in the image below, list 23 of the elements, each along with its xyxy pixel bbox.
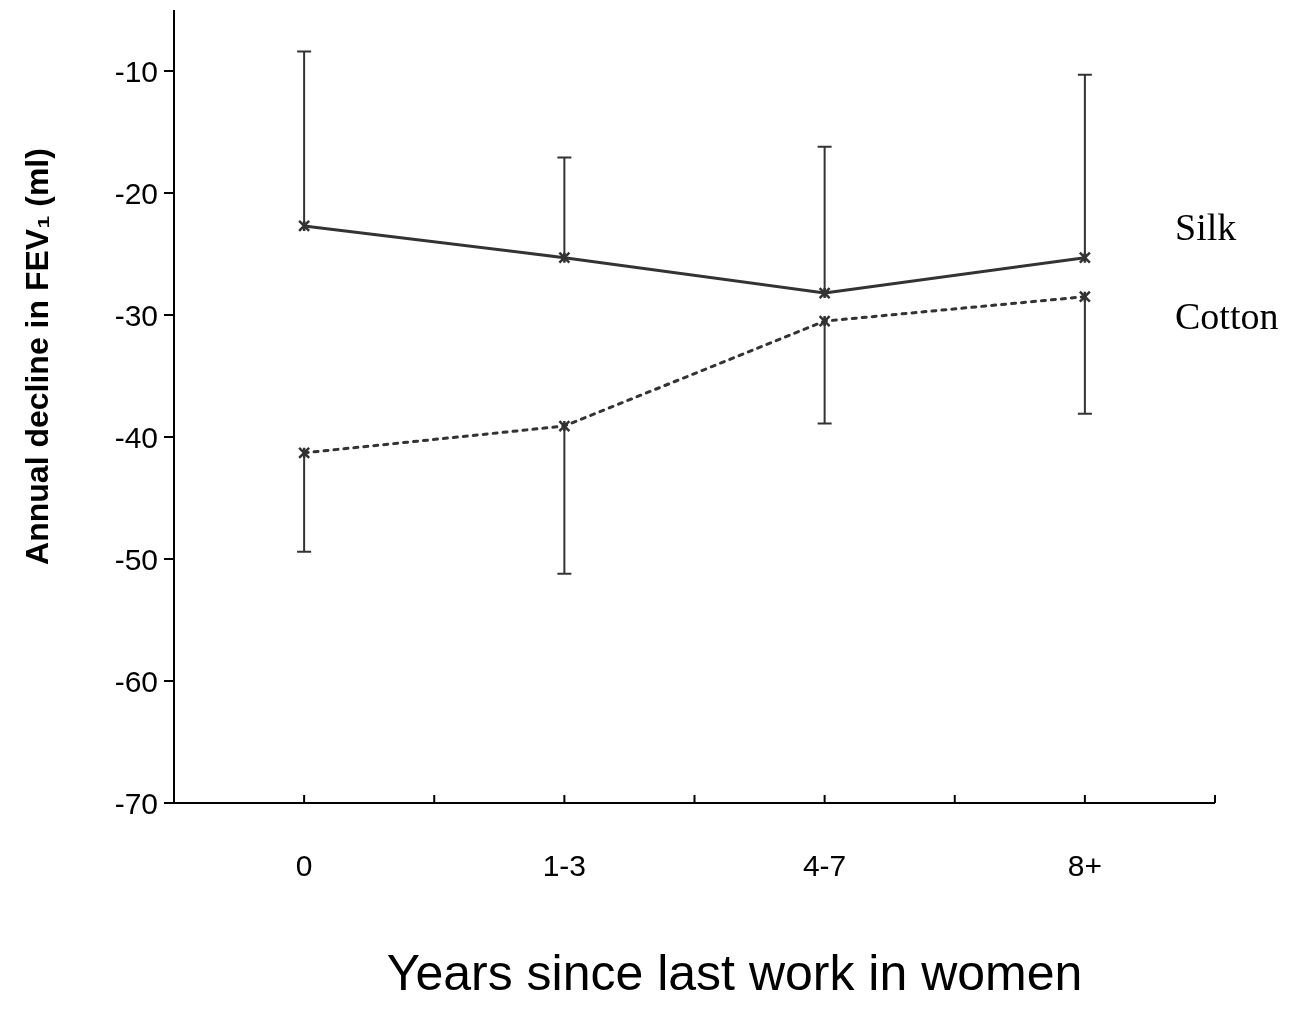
text: Cotton [1175, 294, 1279, 337]
x-tick-label: 8+ [1067, 848, 1102, 882]
point [818, 314, 831, 328]
y-tick-label: -30 [114, 298, 158, 332]
point [1078, 290, 1092, 303]
y-axis-title: Annual decline in FEV₁ (ml) [19, 148, 55, 565]
y-tick-label: -10 [114, 54, 158, 88]
y-tick-label: -70 [114, 786, 158, 820]
text: Silk [1175, 205, 1237, 248]
y-tick-label: -50 [114, 542, 158, 576]
point [818, 286, 831, 300]
y-tick-label: -40 [114, 420, 158, 454]
x-tick-label: 0 [295, 848, 313, 882]
point [297, 446, 311, 460]
point [558, 419, 571, 433]
y-tick-label: -20 [114, 176, 158, 210]
point [297, 219, 311, 233]
y-tick-label: -60 [114, 664, 158, 698]
point [1078, 251, 1092, 264]
point [558, 251, 571, 264]
x-axis-title: Years since last work in women [386, 945, 1083, 1001]
x-tick-label: 1-3 [542, 848, 587, 882]
x-tick-label: 4-7 [802, 848, 847, 882]
